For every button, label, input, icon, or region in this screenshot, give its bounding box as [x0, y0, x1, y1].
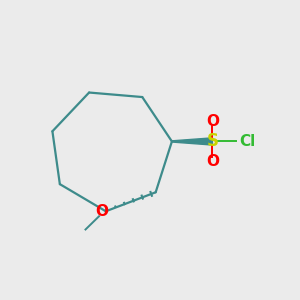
Polygon shape	[172, 138, 212, 145]
Text: O: O	[206, 154, 219, 169]
Text: S: S	[206, 132, 218, 150]
Text: Cl: Cl	[239, 134, 256, 149]
Text: O: O	[95, 204, 109, 219]
Text: O: O	[206, 113, 219, 128]
